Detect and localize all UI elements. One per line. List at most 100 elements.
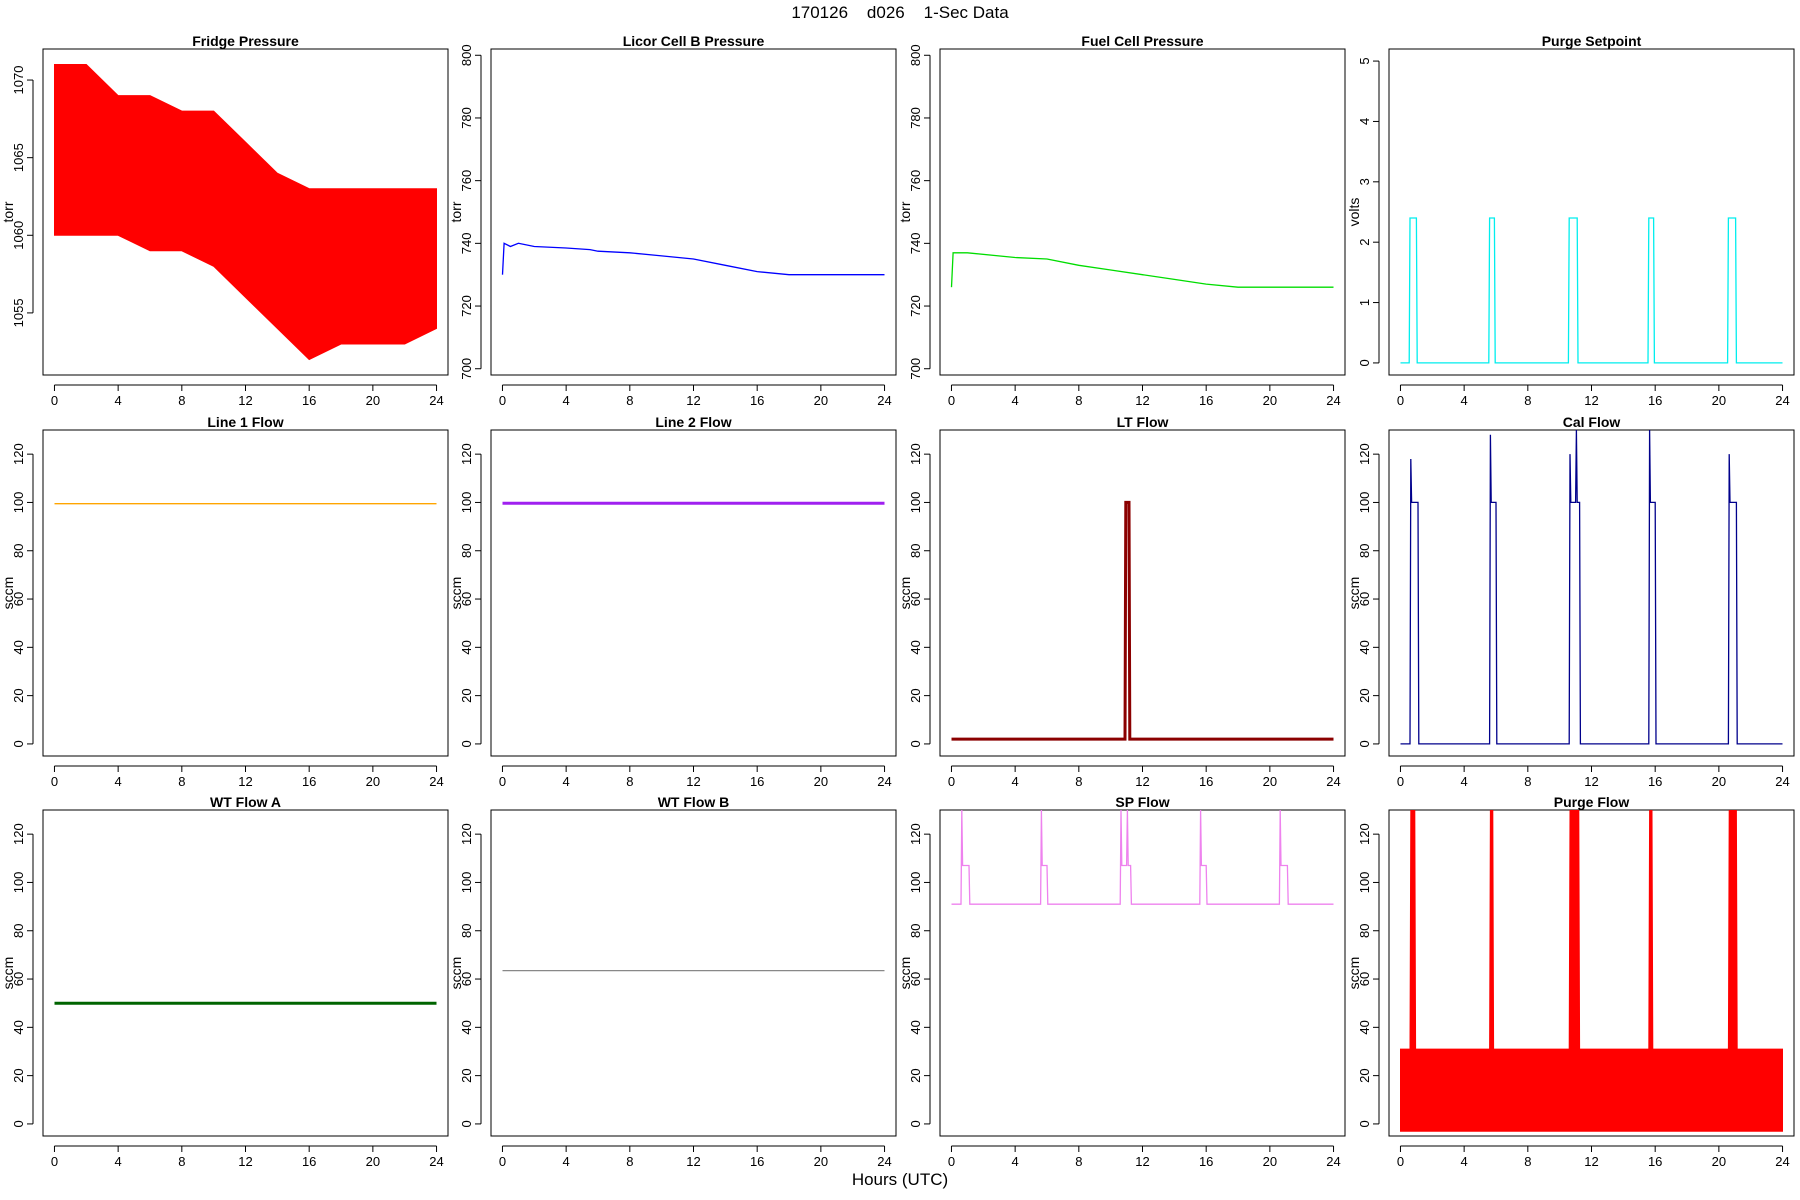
plot-frame [42, 48, 449, 376]
plot-frame [42, 429, 449, 757]
y-tick-label: 80 [459, 544, 474, 558]
y-tick-label: 0 [908, 740, 923, 747]
y-tick-label: 120 [1357, 443, 1372, 465]
x-tick-label: 12 [1135, 774, 1149, 789]
y-tick-label: 700 [459, 358, 474, 380]
y-tick-label: 0 [1357, 1120, 1372, 1127]
x-tick-label: 0 [499, 774, 506, 789]
y-tick-label: 80 [1357, 544, 1372, 558]
x-tick-label: 4 [115, 393, 122, 408]
y-tick-label: 1065 [11, 143, 26, 172]
plot-frame [490, 809, 897, 1137]
series-line-0 [1400, 430, 1783, 745]
x-tick-label: 0 [1397, 393, 1404, 408]
y-tick-label: 100 [908, 872, 923, 894]
x-tick-label: 20 [1263, 1154, 1277, 1169]
x-tick-label: 8 [626, 1154, 633, 1169]
x-tick-label: 4 [1461, 1154, 1468, 1169]
y-tick-label: 700 [908, 358, 923, 380]
panel-4: Line 1 Flow sccm 0 4 8 12 16 20 24 0 20 40 60 80 100 12… [0, 414, 449, 789]
panel-title: Line 1 Flow [207, 414, 283, 430]
series-group [54, 64, 437, 361]
x-tick-label: 24 [1775, 393, 1789, 408]
y-tick-label: 80 [459, 924, 474, 938]
panel-title: Cal Flow [1563, 414, 1621, 430]
y-tick-label: 0 [1357, 359, 1372, 366]
y-tick-label: 800 [908, 44, 923, 66]
series-group [1400, 217, 1783, 364]
x-tick-label: 16 [1648, 774, 1662, 789]
y-tick-label: 40 [11, 1020, 26, 1034]
series-line-0 [1400, 217, 1783, 364]
y-tick-label: 40 [908, 1020, 923, 1034]
y-axis-label: torr [0, 201, 16, 222]
x-tick-label: 12 [1584, 1154, 1598, 1169]
panel-title: Fuel Cell Pressure [1081, 33, 1203, 49]
y-tick-label: 760 [908, 170, 923, 192]
x-tick-label: 4 [1012, 774, 1019, 789]
x-tick-label: 20 [814, 1154, 828, 1169]
x-tick-label: 4 [563, 774, 570, 789]
x-tick-label: 12 [1584, 393, 1598, 408]
y-tick-label: 20 [11, 688, 26, 702]
x-tick-label: 16 [1199, 774, 1213, 789]
x-tick-label: 24 [429, 393, 443, 408]
panel-title: Purge Setpoint [1542, 33, 1642, 49]
y-tick-label: 1060 [11, 221, 26, 250]
panel-title: LT Flow [1117, 414, 1169, 430]
x-tick-label: 8 [1524, 1154, 1531, 1169]
x-tick-label: 4 [563, 1154, 570, 1169]
x-tick-label: 24 [1326, 774, 1340, 789]
x-tick-label: 20 [1712, 774, 1726, 789]
plot-frame [1388, 809, 1795, 1137]
x-tick-label: 16 [302, 393, 316, 408]
x-tick-label: 8 [1075, 393, 1082, 408]
series-line-0 [951, 500, 1334, 741]
x-tick-label: 12 [686, 1154, 700, 1169]
panel-title: WT Flow A [210, 794, 281, 810]
y-tick-label: 0 [1357, 740, 1372, 747]
panel-9: WT Flow B sccm 0 4 8 12 16 20 24 0 20 40 60 80 100 120 [448, 794, 897, 1169]
x-tick-label: 4 [1461, 393, 1468, 408]
y-axis-label: sccm [448, 577, 464, 610]
x-tick-label: 8 [1075, 1154, 1082, 1169]
x-tick-label: 24 [429, 1154, 443, 1169]
y-tick-label: 40 [908, 640, 923, 654]
x-tick-label: 12 [238, 393, 252, 408]
x-tick-label: 24 [1326, 393, 1340, 408]
x-tick-label: 20 [366, 1154, 380, 1169]
y-tick-label: 3 [1357, 178, 1372, 185]
plot-frame [939, 429, 1346, 757]
y-axis-label: sccm [448, 957, 464, 990]
x-tick-label: 12 [686, 393, 700, 408]
x-tick-label: 12 [1584, 774, 1598, 789]
y-tick-label: 80 [11, 924, 26, 938]
y-tick-label: 780 [908, 107, 923, 129]
y-tick-label: 100 [908, 492, 923, 514]
y-tick-label: 1055 [11, 298, 26, 327]
x-tick-label: 16 [1648, 1154, 1662, 1169]
x-tick-label: 24 [1775, 1154, 1789, 1169]
y-tick-label: 120 [1357, 823, 1372, 845]
y-tick-label: 760 [459, 170, 474, 192]
y-tick-label: 100 [1357, 492, 1372, 514]
x-tick-label: 16 [750, 774, 764, 789]
x-tick-label: 12 [1135, 393, 1149, 408]
y-tick-label: 80 [11, 544, 26, 558]
x-tick-label: 0 [1397, 1154, 1404, 1169]
y-axis-label: torr [897, 201, 913, 222]
y-tick-label: 120 [908, 443, 923, 465]
plot-frame [490, 429, 897, 757]
y-tick-label: 20 [1357, 688, 1372, 702]
series-band-0 [1400, 810, 1783, 1132]
y-tick-label: 60 [459, 592, 474, 606]
x-tick-label: 0 [499, 1154, 506, 1169]
x-tick-label: 20 [366, 774, 380, 789]
y-tick-label: 780 [459, 107, 474, 129]
x-tick-label: 8 [178, 1154, 185, 1169]
y-tick-label: 40 [459, 640, 474, 654]
plot-frame [939, 809, 1346, 1137]
x-tick-label: 24 [1326, 1154, 1340, 1169]
x-tick-label: 16 [750, 1154, 764, 1169]
y-tick-label: 120 [908, 823, 923, 845]
